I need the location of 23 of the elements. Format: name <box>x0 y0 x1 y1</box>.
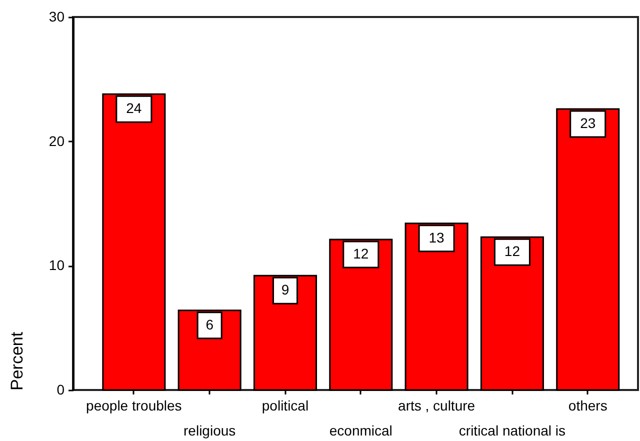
data-label: 12 <box>504 243 520 260</box>
data-label: 9 <box>281 282 290 298</box>
x-tick-label: people troubles <box>86 398 182 414</box>
data-label: 6 <box>206 316 214 332</box>
data-label: 24 <box>126 100 142 116</box>
bar <box>404 222 468 391</box>
y-tick-label: 30 <box>48 8 65 24</box>
y-tick-label: 10 <box>48 257 65 274</box>
bar <box>253 274 318 391</box>
bar <box>556 108 620 391</box>
x-tick-label: others <box>568 398 608 414</box>
y-tick-label: 20 <box>48 132 65 149</box>
x-tick-label: arts , culture <box>398 398 476 414</box>
data-label: 23 <box>580 115 596 132</box>
bar <box>102 93 166 391</box>
x-tick-label: religious <box>184 422 236 438</box>
data-label: 12 <box>353 246 369 262</box>
x-tick-label: critical national is <box>458 422 566 438</box>
data-label: 13 <box>428 229 445 246</box>
x-tick-label: econmical <box>329 422 392 438</box>
y-tick-label: 0 <box>56 382 65 398</box>
y-axis-title: Percent <box>8 332 26 390</box>
x-tick-label: political <box>262 398 309 414</box>
